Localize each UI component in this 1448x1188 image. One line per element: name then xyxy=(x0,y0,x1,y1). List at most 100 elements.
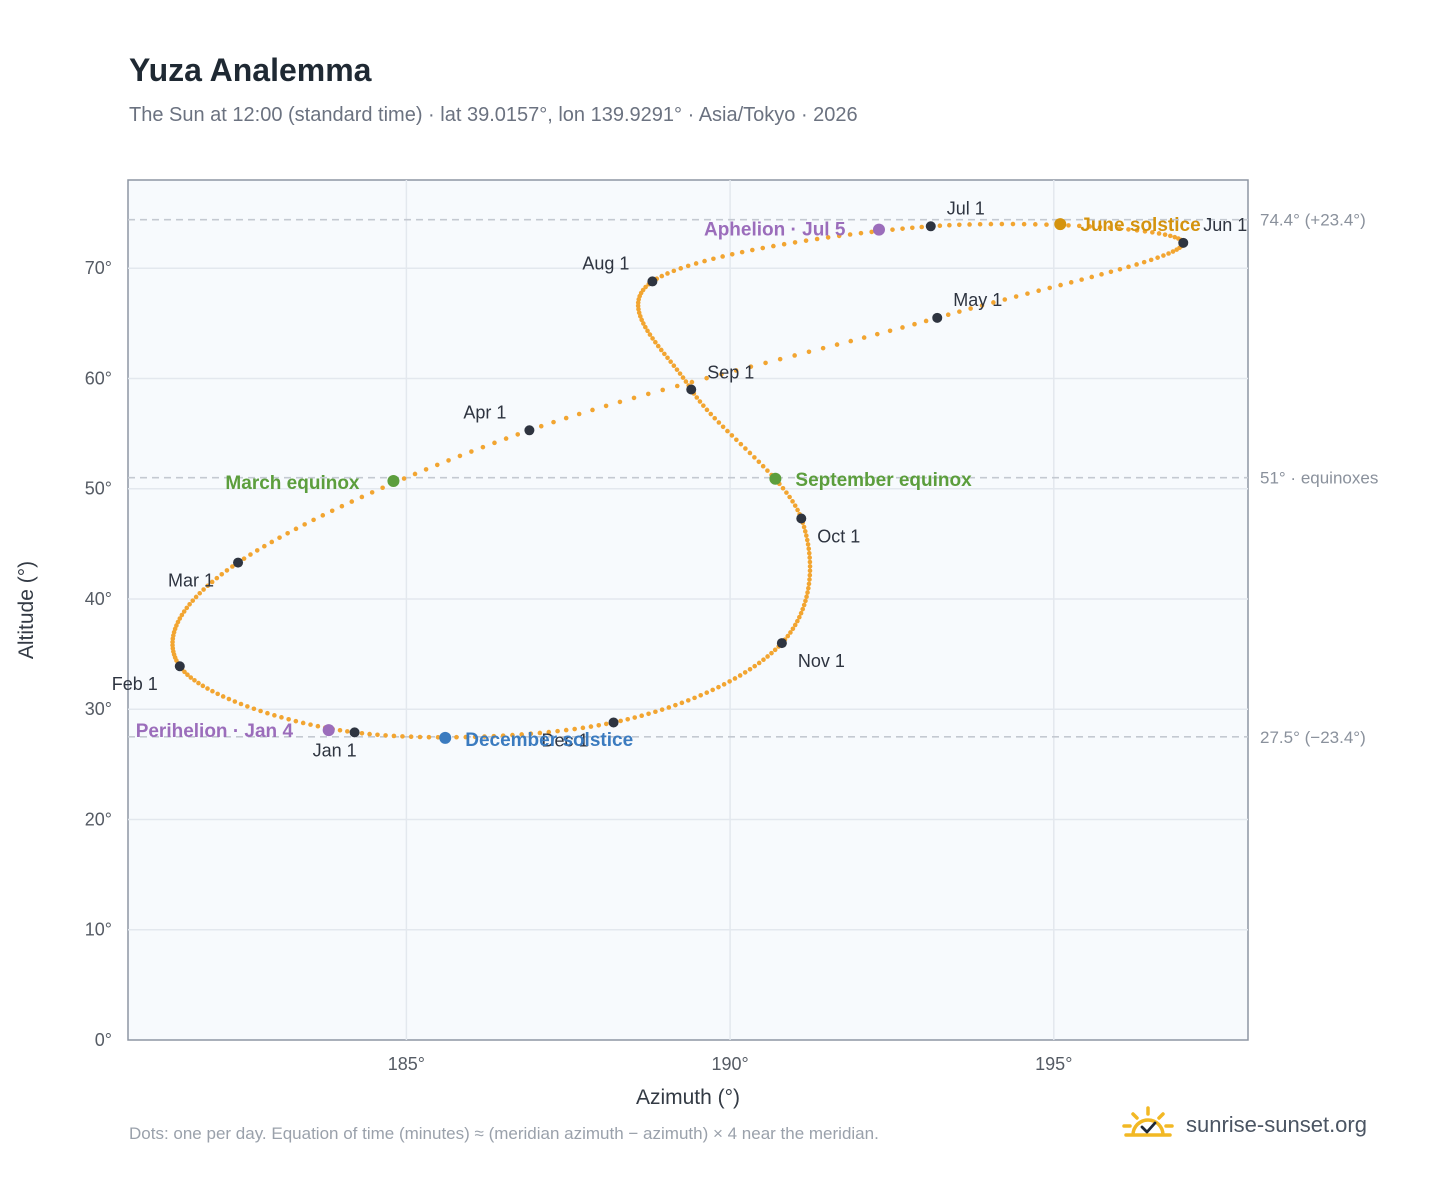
daily-sun-dot xyxy=(653,339,658,345)
daily-sun-dot xyxy=(391,733,397,739)
event-marker xyxy=(387,475,400,487)
daily-sun-dot xyxy=(1161,253,1166,258)
daily-sun-dot xyxy=(729,433,735,438)
daily-sun-dot xyxy=(721,682,727,687)
daily-sun-dot xyxy=(747,450,753,456)
daily-sun-dot xyxy=(635,303,641,309)
daily-sun-dot xyxy=(646,711,651,717)
daily-sun-dot xyxy=(801,602,807,608)
daily-sun-dot xyxy=(1036,288,1041,294)
daily-sun-dot xyxy=(576,411,582,417)
month-marker-label: Jan 1 xyxy=(313,740,357,760)
daily-sun-dot xyxy=(781,241,787,247)
daily-sun-dot xyxy=(1150,230,1155,235)
month-marker-label: May 1 xyxy=(953,290,1002,310)
daily-sun-dot xyxy=(1117,266,1123,272)
daily-sun-dot xyxy=(248,552,253,557)
daily-sun-dot xyxy=(937,223,943,229)
daily-sun-dot xyxy=(1155,255,1160,260)
daily-sun-dot xyxy=(214,575,220,581)
daily-sun-dot xyxy=(912,321,917,327)
daily-sun-dot xyxy=(219,571,225,577)
daily-sun-dot xyxy=(300,720,306,726)
daily-sun-dot xyxy=(668,359,673,365)
daily-sun-dot xyxy=(806,546,812,552)
brand-link[interactable]: sunrise-sunset.org xyxy=(1120,1102,1367,1148)
daily-sun-dot xyxy=(572,726,577,732)
daily-sun-dot xyxy=(807,577,812,582)
daily-sun-dot xyxy=(729,251,735,257)
daily-sun-dot xyxy=(800,606,806,612)
daily-sun-dot xyxy=(1148,257,1154,263)
month-marker xyxy=(1178,237,1189,248)
daily-sun-dot xyxy=(210,688,215,694)
daily-sun-dot xyxy=(515,432,521,437)
month-marker-label: Nov 1 xyxy=(798,651,845,671)
daily-sun-dot xyxy=(359,730,365,736)
grid-lines xyxy=(128,180,1248,1040)
daily-sun-dot xyxy=(555,728,560,734)
daily-sun-dot xyxy=(710,687,715,693)
daily-sun-dot xyxy=(719,372,724,377)
daily-sun-dot xyxy=(665,271,670,276)
daily-sun-dot xyxy=(756,459,762,465)
daily-sun-dot xyxy=(238,701,244,707)
daily-sun-dot xyxy=(679,700,685,706)
event-marker xyxy=(439,731,452,744)
sun-check-icon xyxy=(1122,1106,1174,1137)
daily-sun-dot xyxy=(632,715,638,720)
daily-sun-dot xyxy=(320,513,326,518)
daily-sun-dot xyxy=(205,583,211,589)
month-marker xyxy=(349,727,360,738)
daily-sun-dot xyxy=(1162,232,1168,237)
daily-sun-dot xyxy=(785,633,791,639)
y-tick-label: 60° xyxy=(85,368,112,388)
daily-sun-dot xyxy=(446,458,451,463)
daily-sun-dot xyxy=(647,332,653,337)
daily-sun-dot xyxy=(704,690,710,695)
daily-sun-dot xyxy=(329,508,335,514)
daily-sun-dot xyxy=(653,709,658,715)
daily-sun-dot xyxy=(999,221,1005,227)
daily-sun-dot xyxy=(712,415,718,421)
daily-sun-dot xyxy=(725,428,730,434)
y-axis-ticks: 0° 10° 20° 30° 40° 50° 60° 70° xyxy=(85,258,112,1050)
daily-sun-dot xyxy=(848,338,854,344)
month-marker-label: Aug 1 xyxy=(582,253,629,273)
daily-sun-dot xyxy=(1142,229,1148,234)
daily-sun-dot xyxy=(900,325,905,330)
daily-sun-dot xyxy=(1134,228,1140,233)
daily-sun-dot xyxy=(286,717,291,722)
daily-sun-dot xyxy=(806,550,812,556)
daily-sun-dot xyxy=(185,672,190,678)
x-tick-label: 195° xyxy=(1035,1054,1072,1074)
daily-sun-dot xyxy=(979,303,985,308)
daily-sun-dot xyxy=(792,503,798,508)
y-tick-label: 0° xyxy=(95,1030,112,1050)
event-label: Aphelion · Jul 5 xyxy=(704,220,846,241)
daily-sun-dot xyxy=(519,732,524,737)
daily-sun-dot xyxy=(752,663,757,669)
daily-sun-dot xyxy=(232,699,238,704)
daily-sun-dot xyxy=(847,232,853,237)
daily-sun-dot xyxy=(1166,251,1171,256)
daily-sun-dot xyxy=(245,704,250,709)
daily-sun-dot xyxy=(727,679,732,684)
daily-sun-dot xyxy=(658,347,664,353)
daily-sun-dot xyxy=(674,383,680,389)
daily-sun-dot xyxy=(383,733,388,738)
month-markers: Jan 1 Feb 1 Mar 1 Apr 1 May 1 Jun 1 Jul 1 Aug 1… xyxy=(112,198,1248,760)
daily-sun-dot xyxy=(807,568,813,574)
event-label: Perihelion · Jan 4 xyxy=(136,721,294,742)
month-marker xyxy=(174,661,185,672)
daily-sun-dot xyxy=(798,610,804,616)
daily-sun-dot xyxy=(678,266,684,271)
plot-area xyxy=(127,179,1249,1041)
reference-lines: 74.4° (+23.4°) 51° · equinoxes 27.5° (−23.… xyxy=(128,211,1378,747)
event-label: June solstice xyxy=(1080,215,1200,236)
daily-sun-dot xyxy=(737,673,743,678)
daily-sun-dot xyxy=(603,403,609,409)
month-marker-label: Apr 1 xyxy=(463,402,506,422)
daily-sun-dot xyxy=(665,355,670,361)
